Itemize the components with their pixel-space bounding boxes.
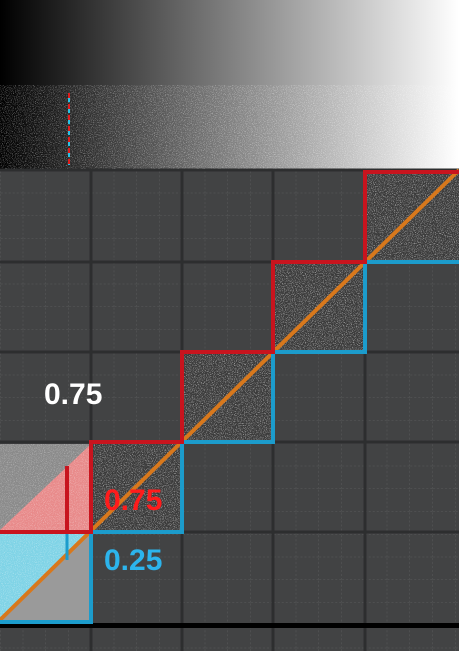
gradient-bar <box>0 0 459 85</box>
red-value-label: 0.75 <box>104 484 162 517</box>
orange-diagonal <box>0 168 459 622</box>
cyan-staircase <box>0 260 459 624</box>
cyan-value-label: 0.25 <box>104 544 162 577</box>
dithered-bar <box>0 85 459 170</box>
white-value-label: 0.75 <box>44 378 102 411</box>
red-staircase <box>0 170 459 534</box>
